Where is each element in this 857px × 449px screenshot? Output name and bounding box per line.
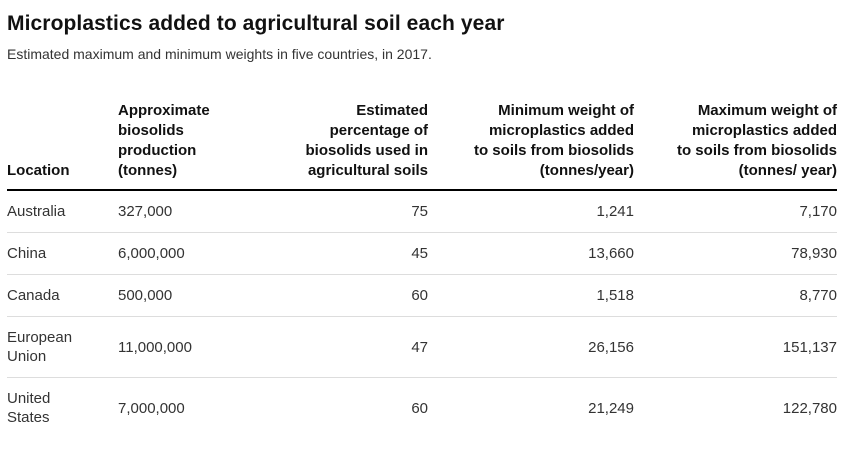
cell-production: 327,000 — [118, 203, 173, 220]
cell-max-weight: 151,137 — [782, 338, 837, 356]
table-body: Australia 327,000 75 1,241 7,170 China 6… — [7, 190, 837, 438]
table-row-china: China 6,000,000 45 13,660 78,930 — [7, 233, 837, 275]
table-row-european-union: European Union 11,000,000 47 26,156 151,… — [7, 317, 837, 378]
page-title: Microplastics added to agricultural soil… — [7, 12, 505, 35]
cell-min-weight: 21,249 — [588, 399, 634, 417]
cell-percentage: 45 — [411, 245, 428, 262]
cell-max-weight: 8,770 — [799, 287, 837, 304]
microplastics-table: Location Approximate biosolids productio… — [7, 93, 837, 438]
column-header-max-weight: Maximum weight of microplastics added to… — [634, 93, 837, 191]
column-header-percentage-agricultural: Estimated percentage of biosolids used i… — [233, 93, 428, 191]
cell-max-weight: 7,170 — [799, 203, 837, 220]
cell-location: China — [7, 245, 47, 262]
page-subtitle: Estimated maximum and minimum weights in… — [7, 46, 432, 62]
cell-location: Australia — [7, 203, 66, 220]
cell-production: 500,000 — [118, 287, 173, 304]
column-header-biosolids-production: Approximate biosolids production (tonnes… — [118, 93, 233, 191]
table-header: Location Approximate biosolids productio… — [7, 93, 837, 191]
cell-production: 7,000,000 — [118, 399, 185, 417]
cell-min-weight: 13,660 — [588, 245, 634, 262]
cell-max-weight: 122,780 — [782, 399, 837, 417]
cell-percentage: 75 — [411, 203, 428, 220]
cell-percentage: 60 — [411, 287, 428, 304]
table-row-canada: Canada 500,000 60 1,518 8,770 — [7, 275, 837, 317]
page: Microplastics added to agricultural soil… — [7, 12, 837, 438]
table-row-united-states: United States 7,000,000 60 21,249 122,78… — [7, 378, 837, 439]
cell-production: 6,000,000 — [118, 245, 185, 262]
cell-percentage: 60 — [411, 399, 428, 417]
table-row-australia: Australia 327,000 75 1,241 7,170 — [7, 190, 837, 233]
cell-location: European Union — [7, 329, 73, 365]
cell-min-weight: 1,518 — [596, 287, 634, 304]
cell-production: 11,000,000 — [118, 338, 192, 356]
cell-location: United States — [7, 390, 51, 426]
table-header-row: Location Approximate biosolids productio… — [7, 93, 837, 191]
column-header-location: Location — [7, 93, 118, 191]
cell-percentage: 47 — [411, 338, 428, 356]
cell-location: Canada — [7, 287, 60, 304]
cell-min-weight: 26,156 — [588, 338, 634, 356]
cell-max-weight: 78,930 — [791, 245, 837, 262]
cell-min-weight: 1,241 — [596, 203, 634, 220]
column-header-min-weight: Minimum weight of microplastics added to… — [428, 93, 634, 191]
